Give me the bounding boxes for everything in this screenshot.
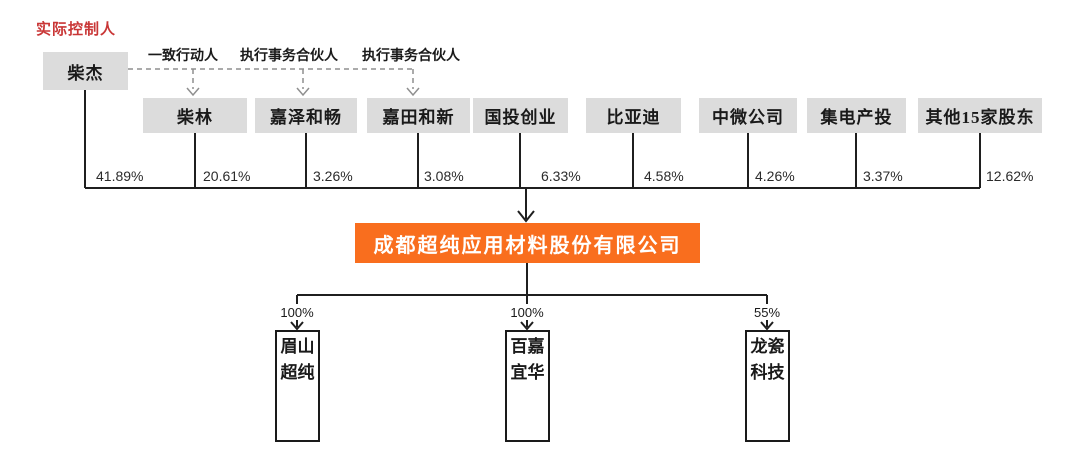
percent-zhongweigongsi: 4.26% bbox=[755, 168, 795, 184]
subsidiary-arrow-shafts bbox=[296, 320, 768, 327]
shareholder-box-jidianchantou: 集电产投 bbox=[807, 98, 906, 133]
percent-jiatianhexin: 3.08% bbox=[424, 168, 464, 184]
percent-chailin: 20.61% bbox=[203, 168, 251, 184]
percent-subsidiary-meishanchaochun: 100% bbox=[280, 305, 314, 320]
shareholder-box-other-15: 其他15家股东 bbox=[918, 98, 1042, 133]
percent-subsidiary-baijiayihua: 100% bbox=[510, 305, 544, 320]
subsidiary-arrow-head-1 bbox=[290, 321, 304, 331]
actual-controller-label: 实际控制人 bbox=[36, 22, 117, 38]
shareholder-drop-lines bbox=[84, 90, 981, 188]
percent-byd: 4.58% bbox=[644, 168, 684, 184]
subsidiary-arrow-head-3 bbox=[760, 321, 774, 331]
company-box: 成都超纯应用材料股份有限公司 bbox=[355, 223, 700, 263]
percent-jidianchantou: 3.37% bbox=[863, 168, 903, 184]
shareholder-box-jiatianhexin: 嘉田和新 bbox=[367, 98, 470, 133]
percent-controller: 41.89% bbox=[96, 168, 144, 184]
shareholder-box-byd: 比亚迪 bbox=[586, 98, 681, 133]
ownership-lines bbox=[84, 90, 981, 331]
subsidiary-box-meishanchaochun: 眉山超纯 bbox=[275, 330, 320, 442]
shareholder-box-jiazehechang: 嘉泽和畅 bbox=[255, 98, 357, 133]
percent-other-15: 12.62% bbox=[986, 168, 1034, 184]
dashed-arrow-head-1 bbox=[186, 87, 200, 97]
shareholder-box-zhongweigongsi: 中微公司 bbox=[699, 98, 797, 133]
relation-label-executive-partner-1: 执行事务合伙人 bbox=[240, 49, 338, 64]
relation-label-concert-party: 一致行动人 bbox=[148, 49, 218, 64]
shareholder-box-guotouchuangye: 国投创业 bbox=[473, 98, 568, 133]
subsidiary-bus-line bbox=[296, 263, 768, 304]
subsidiary-box-baijiayihua: 百嘉宜华 bbox=[505, 330, 550, 442]
percent-jiazehechang: 3.26% bbox=[313, 168, 353, 184]
percent-guotouchuangye: 6.33% bbox=[541, 168, 581, 184]
percent-subsidiary-longcikeji: 55% bbox=[753, 305, 781, 320]
shareholder-box-chailin: 柴林 bbox=[143, 98, 247, 133]
subsidiary-arrow-head-2 bbox=[520, 321, 534, 331]
subsidiary-box-longcikeji: 龙瓷科技 bbox=[745, 330, 790, 442]
relation-label-executive-partner-2: 执行事务合伙人 bbox=[362, 49, 460, 64]
dashed-arrow-head-3 bbox=[406, 87, 420, 97]
controller-box: 柴杰 bbox=[43, 52, 128, 90]
main-arrow-head bbox=[517, 210, 535, 223]
dashed-arrow-head-2 bbox=[296, 87, 310, 97]
dashed-paths bbox=[128, 68, 414, 89]
relation-dashed-lines bbox=[128, 68, 420, 97]
